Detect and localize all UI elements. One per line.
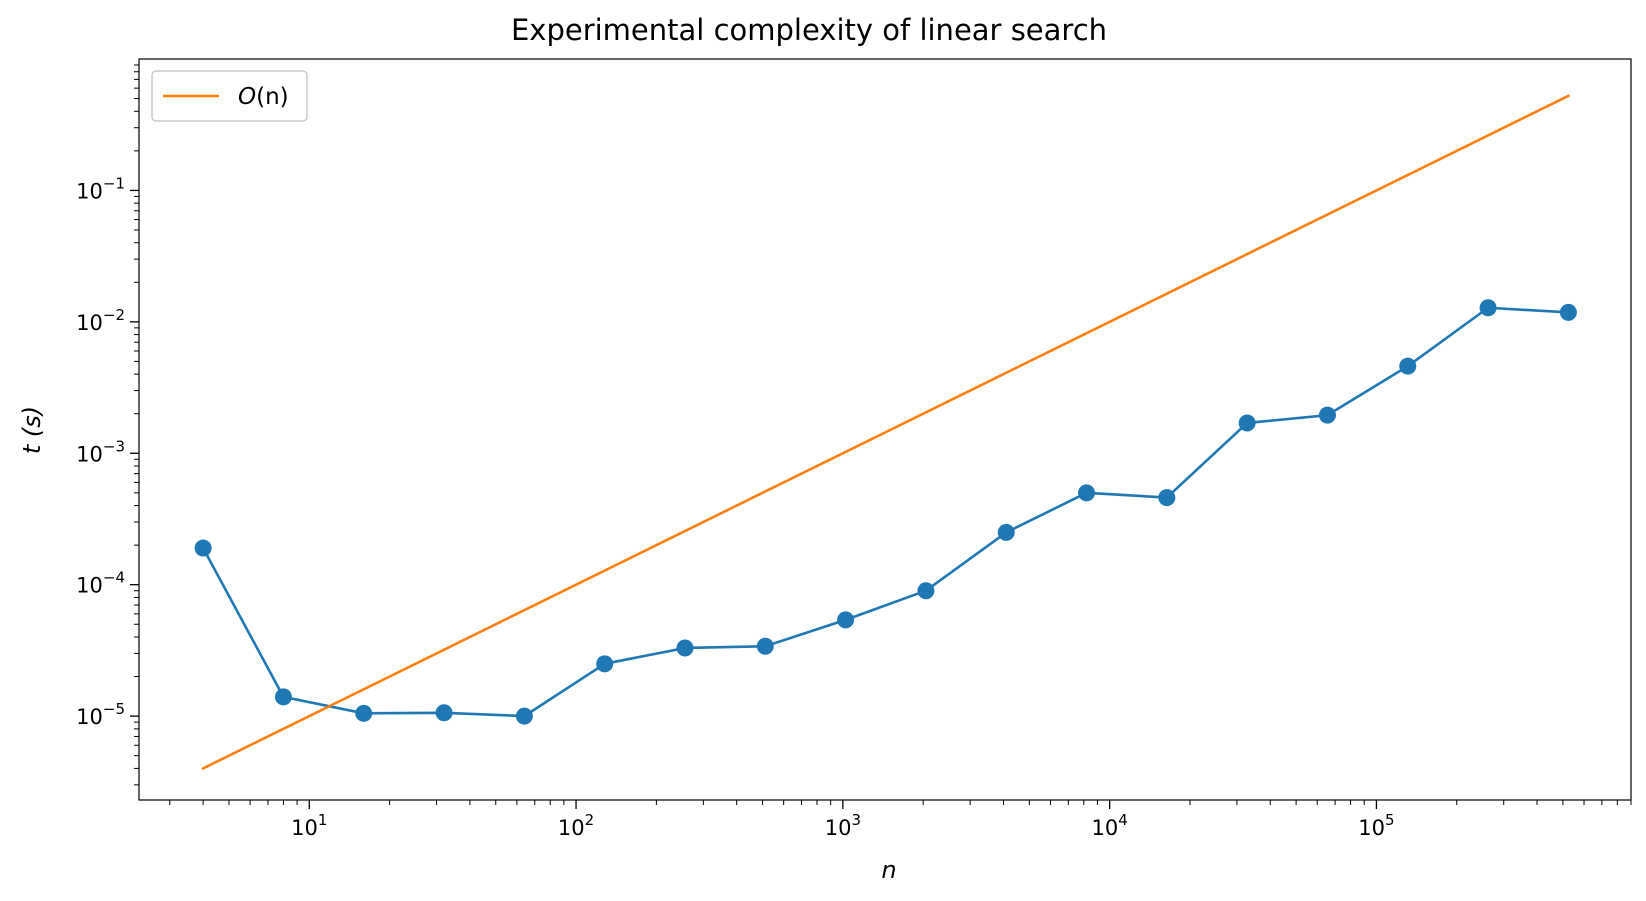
x-tick-label-base: 10 (1358, 816, 1385, 840)
x-tick-label-base: 10 (291, 816, 318, 840)
y-tick-label-exponent: −4 (103, 569, 125, 587)
x-tick-label-base: 10 (558, 816, 585, 840)
data-point (515, 707, 533, 725)
x-tick-label-exponent: 1 (318, 811, 328, 829)
x-tick-label-base: 10 (1091, 816, 1118, 840)
y-tick-label-exponent: −1 (103, 174, 125, 192)
data-point (1479, 299, 1497, 317)
data-point (917, 582, 935, 600)
data-point (194, 539, 212, 557)
data-point (676, 639, 694, 657)
data-point (435, 704, 453, 722)
x-tick-label-base: 10 (825, 816, 852, 840)
data-point (997, 523, 1015, 541)
x-tick-label: 104 (1091, 811, 1127, 840)
y-tick-label: 10−4 (76, 569, 125, 598)
y-tick-label-exponent: −5 (103, 700, 125, 718)
y-tick-label-base: 10 (76, 311, 103, 335)
legend-label-o-n: O(n) (238, 84, 289, 110)
x-tick-label: 105 (1358, 811, 1394, 840)
data-point (355, 704, 373, 722)
plot-frame (138, 58, 1632, 801)
y-tick-label-base: 10 (76, 705, 103, 729)
x-tick-label-exponent: 5 (1385, 811, 1395, 829)
y-tick-label: 10−5 (76, 700, 125, 729)
y-tick-label: 10−3 (76, 437, 125, 466)
y-tick-label-exponent: −2 (103, 306, 125, 324)
data-point (596, 655, 614, 673)
x-tick-label: 103 (825, 811, 861, 840)
y-tick-label-base: 10 (76, 179, 103, 203)
legend-box (151, 70, 308, 122)
data-point (837, 611, 855, 629)
y-tick-label: 10−1 (76, 174, 125, 203)
x-tick-label-exponent: 2 (585, 811, 595, 829)
data-point (1158, 489, 1176, 507)
data-point (1399, 357, 1417, 375)
series-layer (194, 94, 1577, 771)
data-point (1318, 406, 1336, 424)
legend: O(n) (151, 70, 308, 122)
measured-series-line (201, 306, 1570, 718)
y-tick-label-base: 10 (76, 442, 103, 466)
y-tick-label-base: 10 (76, 574, 103, 598)
x-axis-label: n (881, 856, 896, 884)
data-point (1238, 414, 1256, 432)
y-tick-label: 10−2 (76, 306, 125, 335)
chart-title: Experimental complexity of linear search (511, 13, 1107, 47)
data-point (274, 688, 292, 706)
o-n-reference-line (201, 94, 1571, 771)
x-tick-label-exponent: 4 (1118, 811, 1128, 829)
y-tick-label-exponent: −3 (103, 437, 125, 455)
x-tick-label-exponent: 3 (851, 811, 861, 829)
x-tick-label: 102 (558, 811, 594, 840)
data-point (1078, 484, 1096, 502)
data-point (1559, 303, 1577, 321)
legend-label-main: O (238, 84, 256, 110)
y-axis-label: t (s) (18, 406, 46, 454)
legend-label-rest: (n) (256, 84, 289, 110)
x-tick-label: 101 (291, 811, 327, 840)
data-point (756, 637, 774, 655)
